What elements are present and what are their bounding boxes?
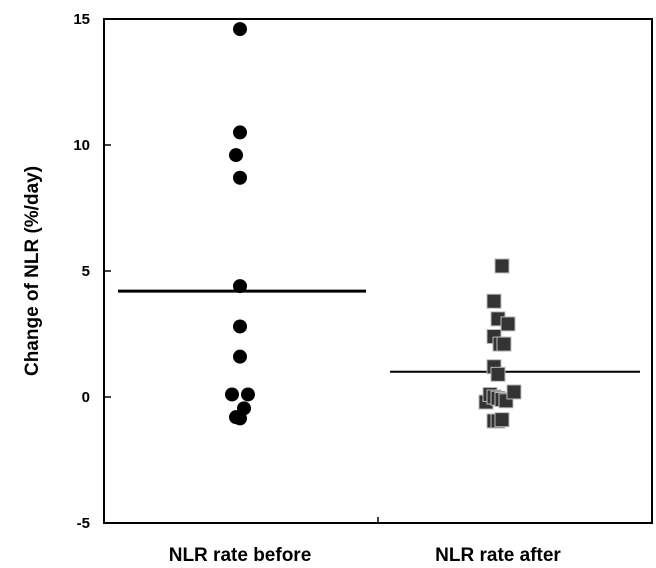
x-category-label: NLR rate after xyxy=(435,545,561,566)
y-tick-label: 10 xyxy=(73,137,90,154)
data-point-before xyxy=(233,349,247,364)
data-point-before xyxy=(241,387,255,402)
x-axis: NLR rate before NLR rate after xyxy=(169,517,561,566)
data-point-before xyxy=(233,22,247,37)
y-tick-label: 5 xyxy=(82,263,90,280)
y-axis: -5 0 5 10 15 xyxy=(73,11,111,532)
x-category-label: NLR rate before xyxy=(169,545,312,566)
data-point-after xyxy=(494,258,510,274)
data-point-after xyxy=(496,336,512,352)
data-point-before xyxy=(225,387,239,402)
data-point-before xyxy=(233,170,247,185)
data-point-before xyxy=(229,148,243,163)
data-points xyxy=(225,22,522,429)
data-point-before xyxy=(237,401,251,416)
data-point-after xyxy=(494,412,510,428)
y-tick-label: 0 xyxy=(82,389,90,406)
data-point-after xyxy=(506,384,522,400)
data-point-after xyxy=(500,316,516,332)
data-point-before xyxy=(233,319,247,334)
plot-frame xyxy=(103,18,653,524)
data-point-before xyxy=(233,125,247,140)
data-point-after xyxy=(486,293,502,309)
y-tick-label: 15 xyxy=(73,11,90,28)
y-axis-title: Change of NLR (%/day) xyxy=(22,166,43,376)
y-tick-label: -5 xyxy=(77,515,90,532)
mean-lines xyxy=(118,289,640,373)
data-point-before xyxy=(233,279,247,294)
data-point-after xyxy=(490,366,506,382)
